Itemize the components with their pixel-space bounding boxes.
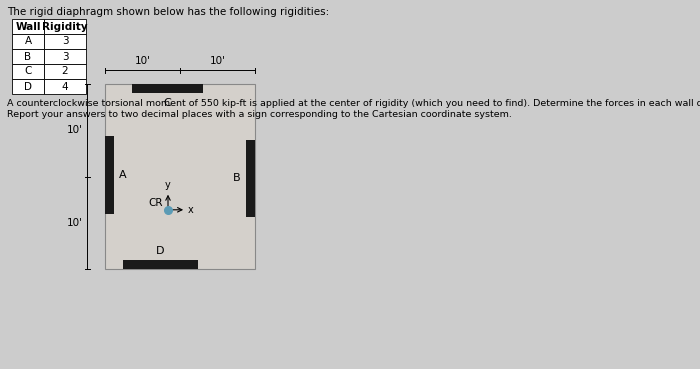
Text: C: C: [25, 66, 32, 76]
Bar: [44, 49, 86, 64]
Text: 10': 10': [67, 125, 83, 135]
Text: 10': 10': [209, 56, 225, 66]
Bar: [12, 79, 44, 94]
Text: 4: 4: [62, 82, 69, 92]
Text: B: B: [233, 173, 241, 183]
Text: The rigid diaphragm shown below has the following rigidities:: The rigid diaphragm shown below has the …: [7, 7, 329, 17]
Bar: [12, 49, 44, 64]
Bar: [44, 19, 86, 34]
Text: Rigidity: Rigidity: [42, 21, 88, 31]
Text: A counterclockwise torsional moment of 550 kip-ft is applied at the center of ri: A counterclockwise torsional moment of 5…: [7, 99, 700, 108]
Text: Wall: Wall: [15, 21, 41, 31]
Text: D: D: [156, 246, 164, 256]
Text: A: A: [119, 170, 127, 180]
Text: 3: 3: [62, 37, 69, 46]
Text: x: x: [188, 205, 194, 215]
Text: 10': 10': [134, 56, 150, 66]
Bar: [44, 34, 86, 49]
Text: A: A: [25, 37, 32, 46]
Text: B: B: [25, 52, 32, 62]
Text: Report your answers to two decimal places with a sign corresponding to the Carte: Report your answers to two decimal place…: [7, 110, 512, 119]
Bar: [105, 84, 255, 269]
Text: 10': 10': [67, 218, 83, 228]
Text: D: D: [24, 82, 32, 92]
Bar: [123, 260, 198, 269]
Bar: [12, 19, 44, 34]
Text: y: y: [165, 180, 171, 190]
Bar: [132, 84, 202, 93]
Text: CR: CR: [148, 198, 163, 208]
Text: 3: 3: [62, 52, 69, 62]
Text: C: C: [163, 98, 171, 108]
Bar: [12, 34, 44, 49]
Bar: [246, 139, 255, 217]
Bar: [105, 136, 114, 214]
Bar: [44, 64, 86, 79]
Bar: [12, 64, 44, 79]
Text: 2: 2: [62, 66, 69, 76]
Bar: [44, 79, 86, 94]
